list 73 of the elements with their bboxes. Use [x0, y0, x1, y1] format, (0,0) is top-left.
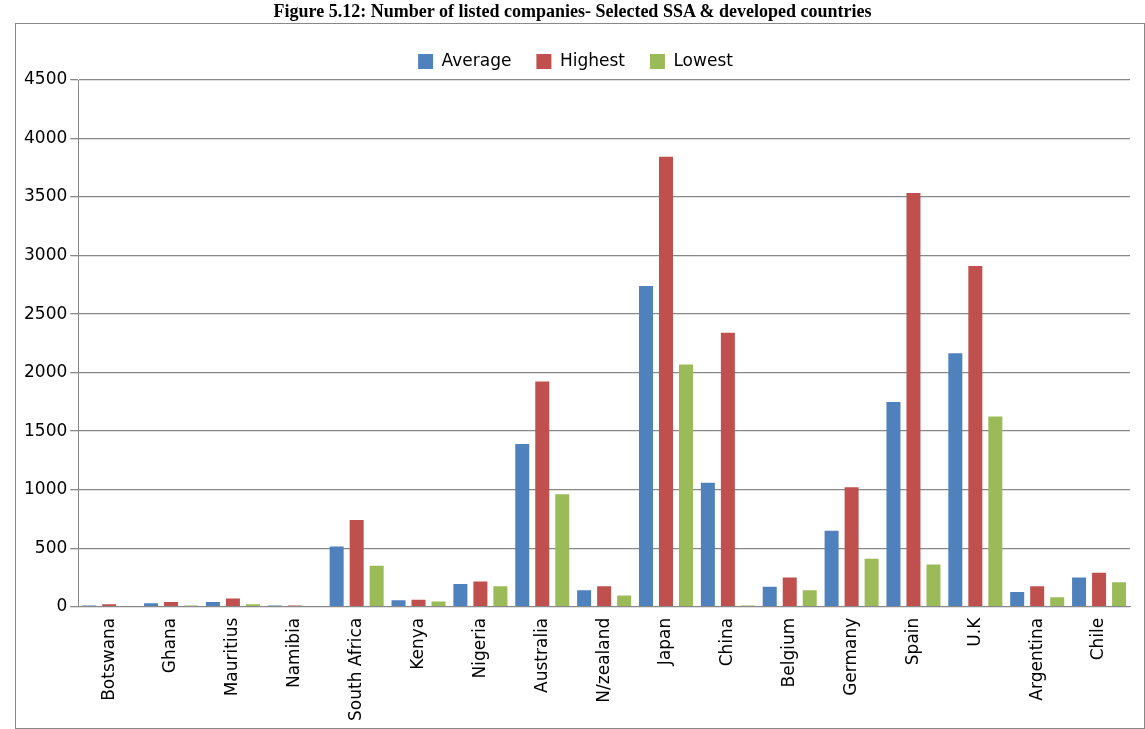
bar — [1072, 577, 1087, 607]
bar — [886, 401, 901, 607]
bar — [782, 577, 797, 607]
x-tick-label: Mauritius — [221, 617, 242, 697]
bar — [638, 286, 653, 607]
bar — [1092, 572, 1107, 607]
bar — [679, 364, 693, 607]
x-tick-label: Botswana — [97, 617, 118, 701]
bar — [988, 416, 1003, 607]
bar — [948, 353, 963, 607]
bar — [453, 583, 468, 607]
bar — [720, 332, 735, 607]
y-tick-label: 3000 — [24, 243, 68, 264]
x-tick-label: Ghana — [159, 617, 180, 674]
legend-label: Lowest — [673, 49, 734, 70]
bar — [431, 601, 446, 607]
y-tick-label: 4000 — [24, 126, 68, 147]
bar — [1010, 592, 1025, 607]
bar — [597, 586, 612, 607]
bar — [493, 586, 508, 607]
x-tick-label: Argentina — [1025, 617, 1046, 701]
bar — [968, 266, 983, 607]
y-tick-label: 2000 — [24, 361, 68, 382]
bar — [906, 192, 921, 607]
bar — [349, 520, 364, 607]
bar — [844, 487, 859, 607]
x-tick-label: Nigeria — [468, 617, 489, 679]
bar — [824, 530, 839, 607]
x-tick-label: Australia — [530, 617, 551, 693]
y-tick-label: 2500 — [24, 302, 68, 323]
bar — [515, 444, 530, 607]
bar — [700, 482, 715, 607]
bar — [1050, 597, 1065, 607]
bar — [659, 156, 673, 607]
bar — [473, 581, 488, 607]
bar — [329, 546, 344, 607]
y-tick-label: 4500 — [24, 68, 68, 89]
bar — [369, 565, 384, 607]
x-tick-label: N/zealand — [592, 617, 613, 703]
x-tick-label: Japan — [654, 617, 675, 667]
y-tick-label: 1500 — [24, 419, 68, 440]
x-tick-label: China — [716, 617, 737, 667]
bar — [1030, 586, 1045, 607]
chart-title: Figure 5.12: Number of listed companies- Selected SSA & developed countries — [272, 1, 873, 21]
bar — [555, 494, 570, 607]
bar — [164, 602, 179, 607]
x-tick-label: Kenya — [406, 617, 427, 670]
bar — [144, 603, 159, 607]
y-tick-label: 0 — [56, 595, 68, 616]
legend-label: Highest — [559, 49, 626, 70]
bar — [1112, 582, 1127, 607]
y-tick-label: 500 — [34, 536, 68, 557]
bar — [617, 595, 632, 607]
bar — [926, 564, 941, 607]
bar — [577, 590, 592, 607]
x-tick-label: U.K — [963, 616, 984, 647]
y-tick-label: 3500 — [24, 185, 68, 206]
x-tick-label: Belgium — [778, 617, 799, 688]
bar — [391, 600, 406, 607]
legend-label: Average — [441, 49, 512, 70]
bar — [864, 558, 879, 607]
x-tick-label: South Africa — [345, 617, 366, 721]
x-tick-label: Namibia — [283, 617, 304, 689]
x-tick-label: Germany — [840, 617, 861, 696]
bar — [802, 590, 817, 607]
x-tick-label: Chile — [1087, 617, 1108, 661]
bar — [762, 586, 777, 607]
bar — [535, 381, 550, 607]
bar — [411, 599, 426, 607]
y-tick-label: 1000 — [24, 478, 68, 499]
bar — [205, 602, 220, 607]
x-tick-label: Spain — [901, 617, 922, 666]
bar — [225, 598, 240, 607]
